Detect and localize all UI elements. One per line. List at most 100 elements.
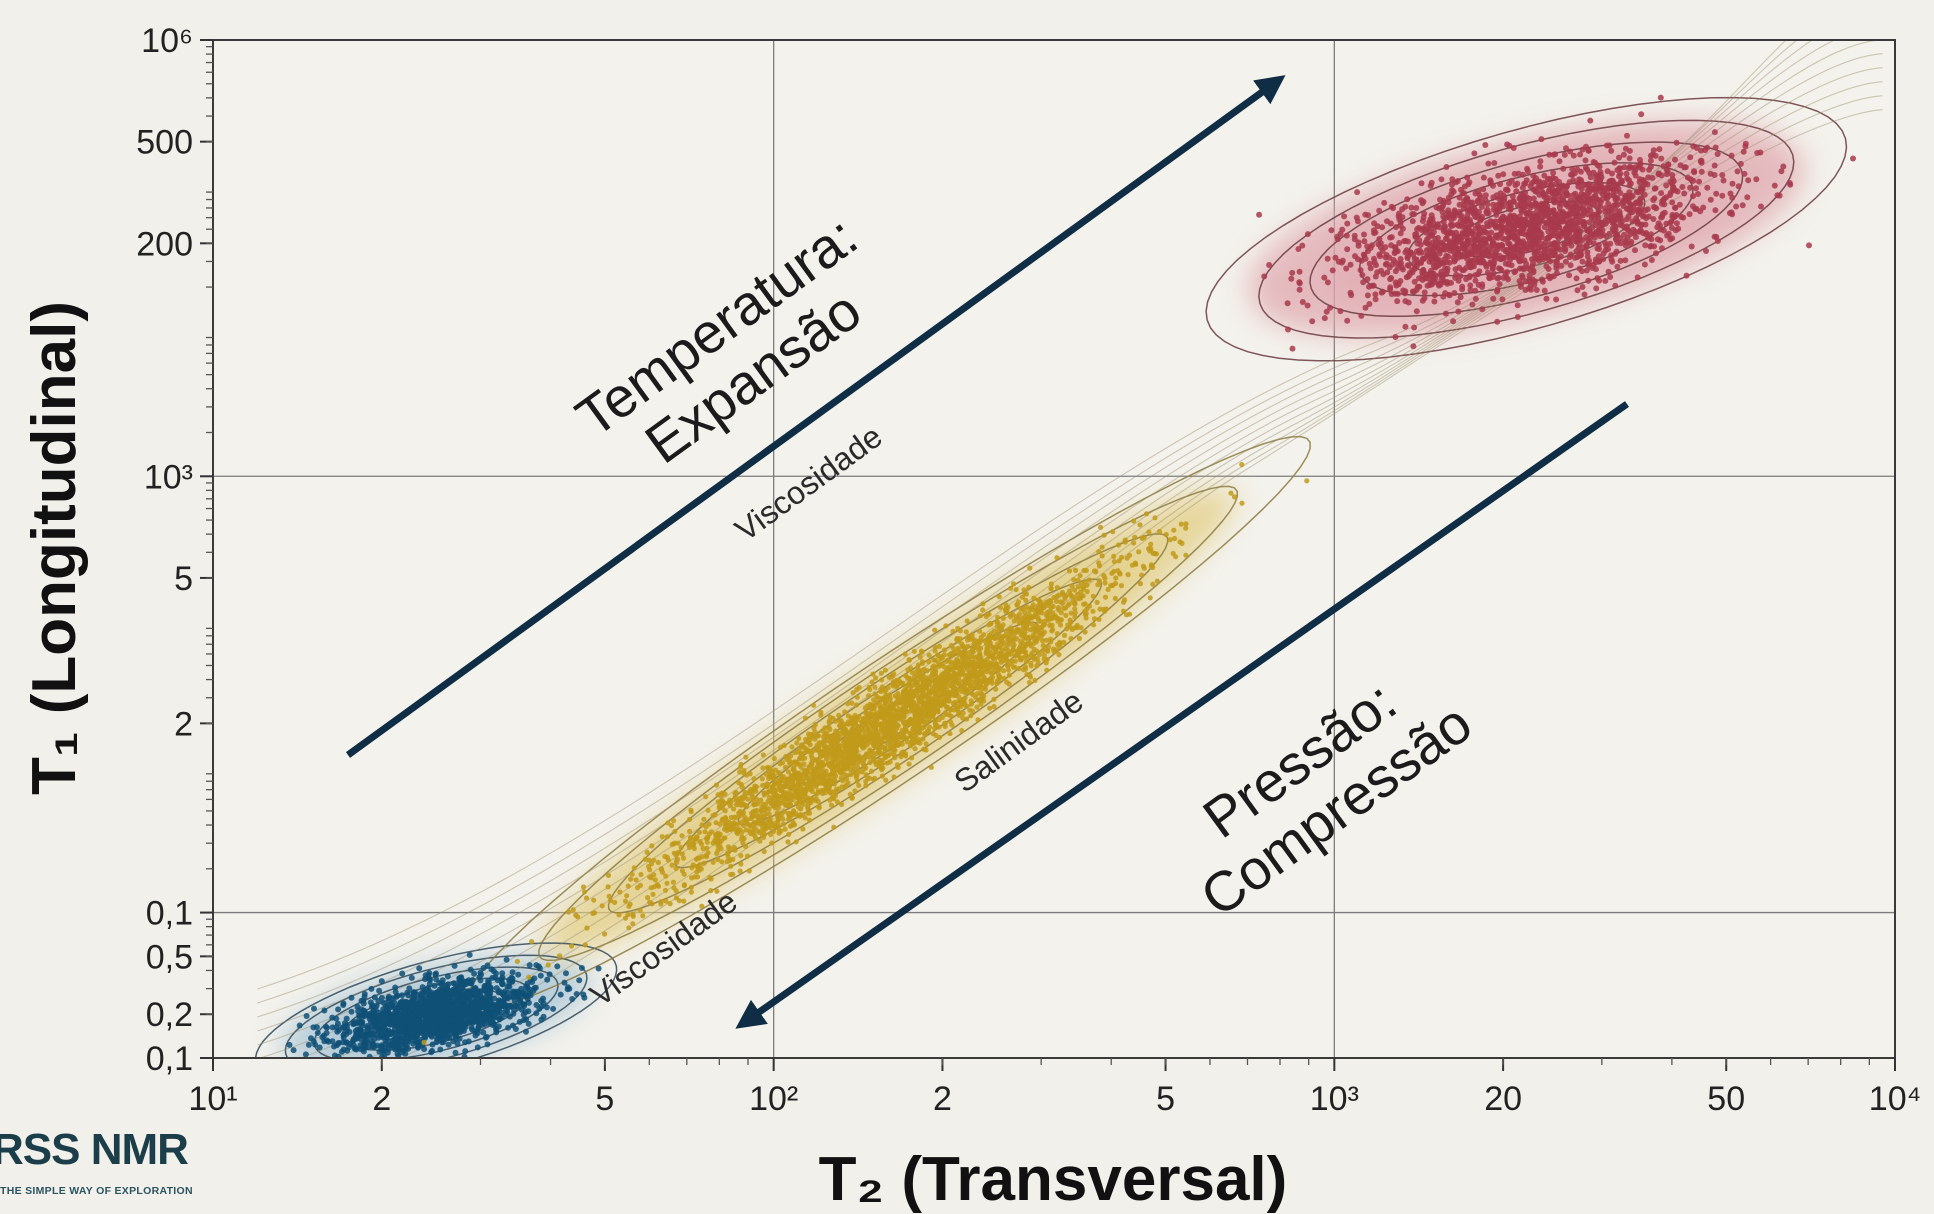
background-contour <box>257 40 1787 990</box>
data-point <box>1020 625 1026 631</box>
data-point <box>544 976 551 983</box>
data-point <box>681 898 687 904</box>
data-point <box>855 723 861 729</box>
data-point <box>465 988 472 995</box>
data-point <box>902 689 908 695</box>
data-point <box>681 883 687 889</box>
data-point <box>727 846 733 852</box>
data-point <box>900 680 906 687</box>
data-point <box>830 762 836 768</box>
density-contour <box>674 578 1103 869</box>
data-point <box>392 984 399 991</box>
data-point <box>759 776 765 782</box>
data-point <box>775 814 781 820</box>
data-point <box>737 868 743 874</box>
data-point <box>387 1030 394 1037</box>
data-point <box>942 721 948 727</box>
data-point <box>803 736 809 742</box>
data-point <box>474 1003 481 1010</box>
data-point <box>477 969 484 976</box>
data-point <box>1043 637 1050 643</box>
data-point <box>927 708 933 714</box>
data-point <box>719 859 725 865</box>
data-point <box>737 813 743 819</box>
data-point <box>867 754 873 760</box>
data-point <box>1359 272 1366 278</box>
data-point <box>1109 570 1115 576</box>
data-point <box>1648 257 1655 263</box>
data-point <box>631 865 637 871</box>
data-point <box>906 761 912 767</box>
data-point <box>805 805 811 811</box>
data-point <box>733 789 739 796</box>
data-point <box>366 1053 373 1058</box>
data-point <box>1011 581 1017 587</box>
data-point <box>782 764 789 770</box>
data-point <box>1062 594 1068 600</box>
data-point <box>348 994 355 1001</box>
data-point <box>1152 515 1158 521</box>
data-point <box>1022 666 1029 672</box>
data-point <box>1082 629 1088 635</box>
data-point <box>849 748 856 754</box>
data-point <box>651 872 657 878</box>
data-point <box>841 725 847 732</box>
data-point <box>931 657 937 663</box>
data-point <box>760 824 766 830</box>
data-point <box>842 709 848 715</box>
data-point <box>831 781 838 787</box>
data-point <box>402 1018 409 1025</box>
data-point <box>429 1041 436 1048</box>
data-point <box>992 635 998 641</box>
data-point <box>1078 625 1084 631</box>
data-point <box>1131 540 1137 546</box>
data-point <box>809 749 816 755</box>
data-point <box>680 855 687 861</box>
data-point <box>1112 595 1118 602</box>
data-point <box>466 951 473 958</box>
data-point <box>831 824 837 830</box>
data-point <box>892 748 898 754</box>
data-point <box>454 1040 461 1047</box>
data-point <box>937 683 944 689</box>
data-point <box>651 884 657 890</box>
data-point <box>1137 522 1143 528</box>
data-point <box>1048 585 1054 591</box>
data-point <box>1008 651 1014 657</box>
data-point <box>1076 635 1082 642</box>
data-point <box>1013 629 1019 636</box>
data-point <box>1153 551 1159 557</box>
data-point <box>625 883 631 889</box>
data-point <box>968 669 974 675</box>
data-point <box>393 993 400 1000</box>
data-point <box>763 806 769 812</box>
data-point <box>1032 614 1038 620</box>
data-point <box>673 865 679 872</box>
data-point <box>1113 575 1119 581</box>
data-point <box>514 958 521 965</box>
data-point <box>1094 599 1100 606</box>
data-point <box>753 796 760 802</box>
data-point <box>1029 650 1035 656</box>
data-point <box>759 804 765 811</box>
data-point <box>731 844 737 851</box>
data-point <box>688 835 694 841</box>
data-point <box>805 810 811 816</box>
data-point <box>497 998 504 1005</box>
data-point <box>766 794 773 800</box>
data-point <box>1111 553 1117 560</box>
data-point <box>923 741 929 747</box>
data-point <box>1053 598 1060 604</box>
data-point <box>1091 622 1097 628</box>
data-point <box>979 672 985 678</box>
data-point <box>743 827 749 833</box>
data-point <box>1183 525 1189 531</box>
data-point <box>478 997 484 1004</box>
data-point <box>652 877 658 883</box>
data-point <box>879 767 885 773</box>
data-point <box>1034 606 1040 613</box>
data-point <box>1075 577 1081 583</box>
data-point <box>599 903 605 909</box>
data-point <box>770 789 776 795</box>
data-point <box>855 729 861 735</box>
